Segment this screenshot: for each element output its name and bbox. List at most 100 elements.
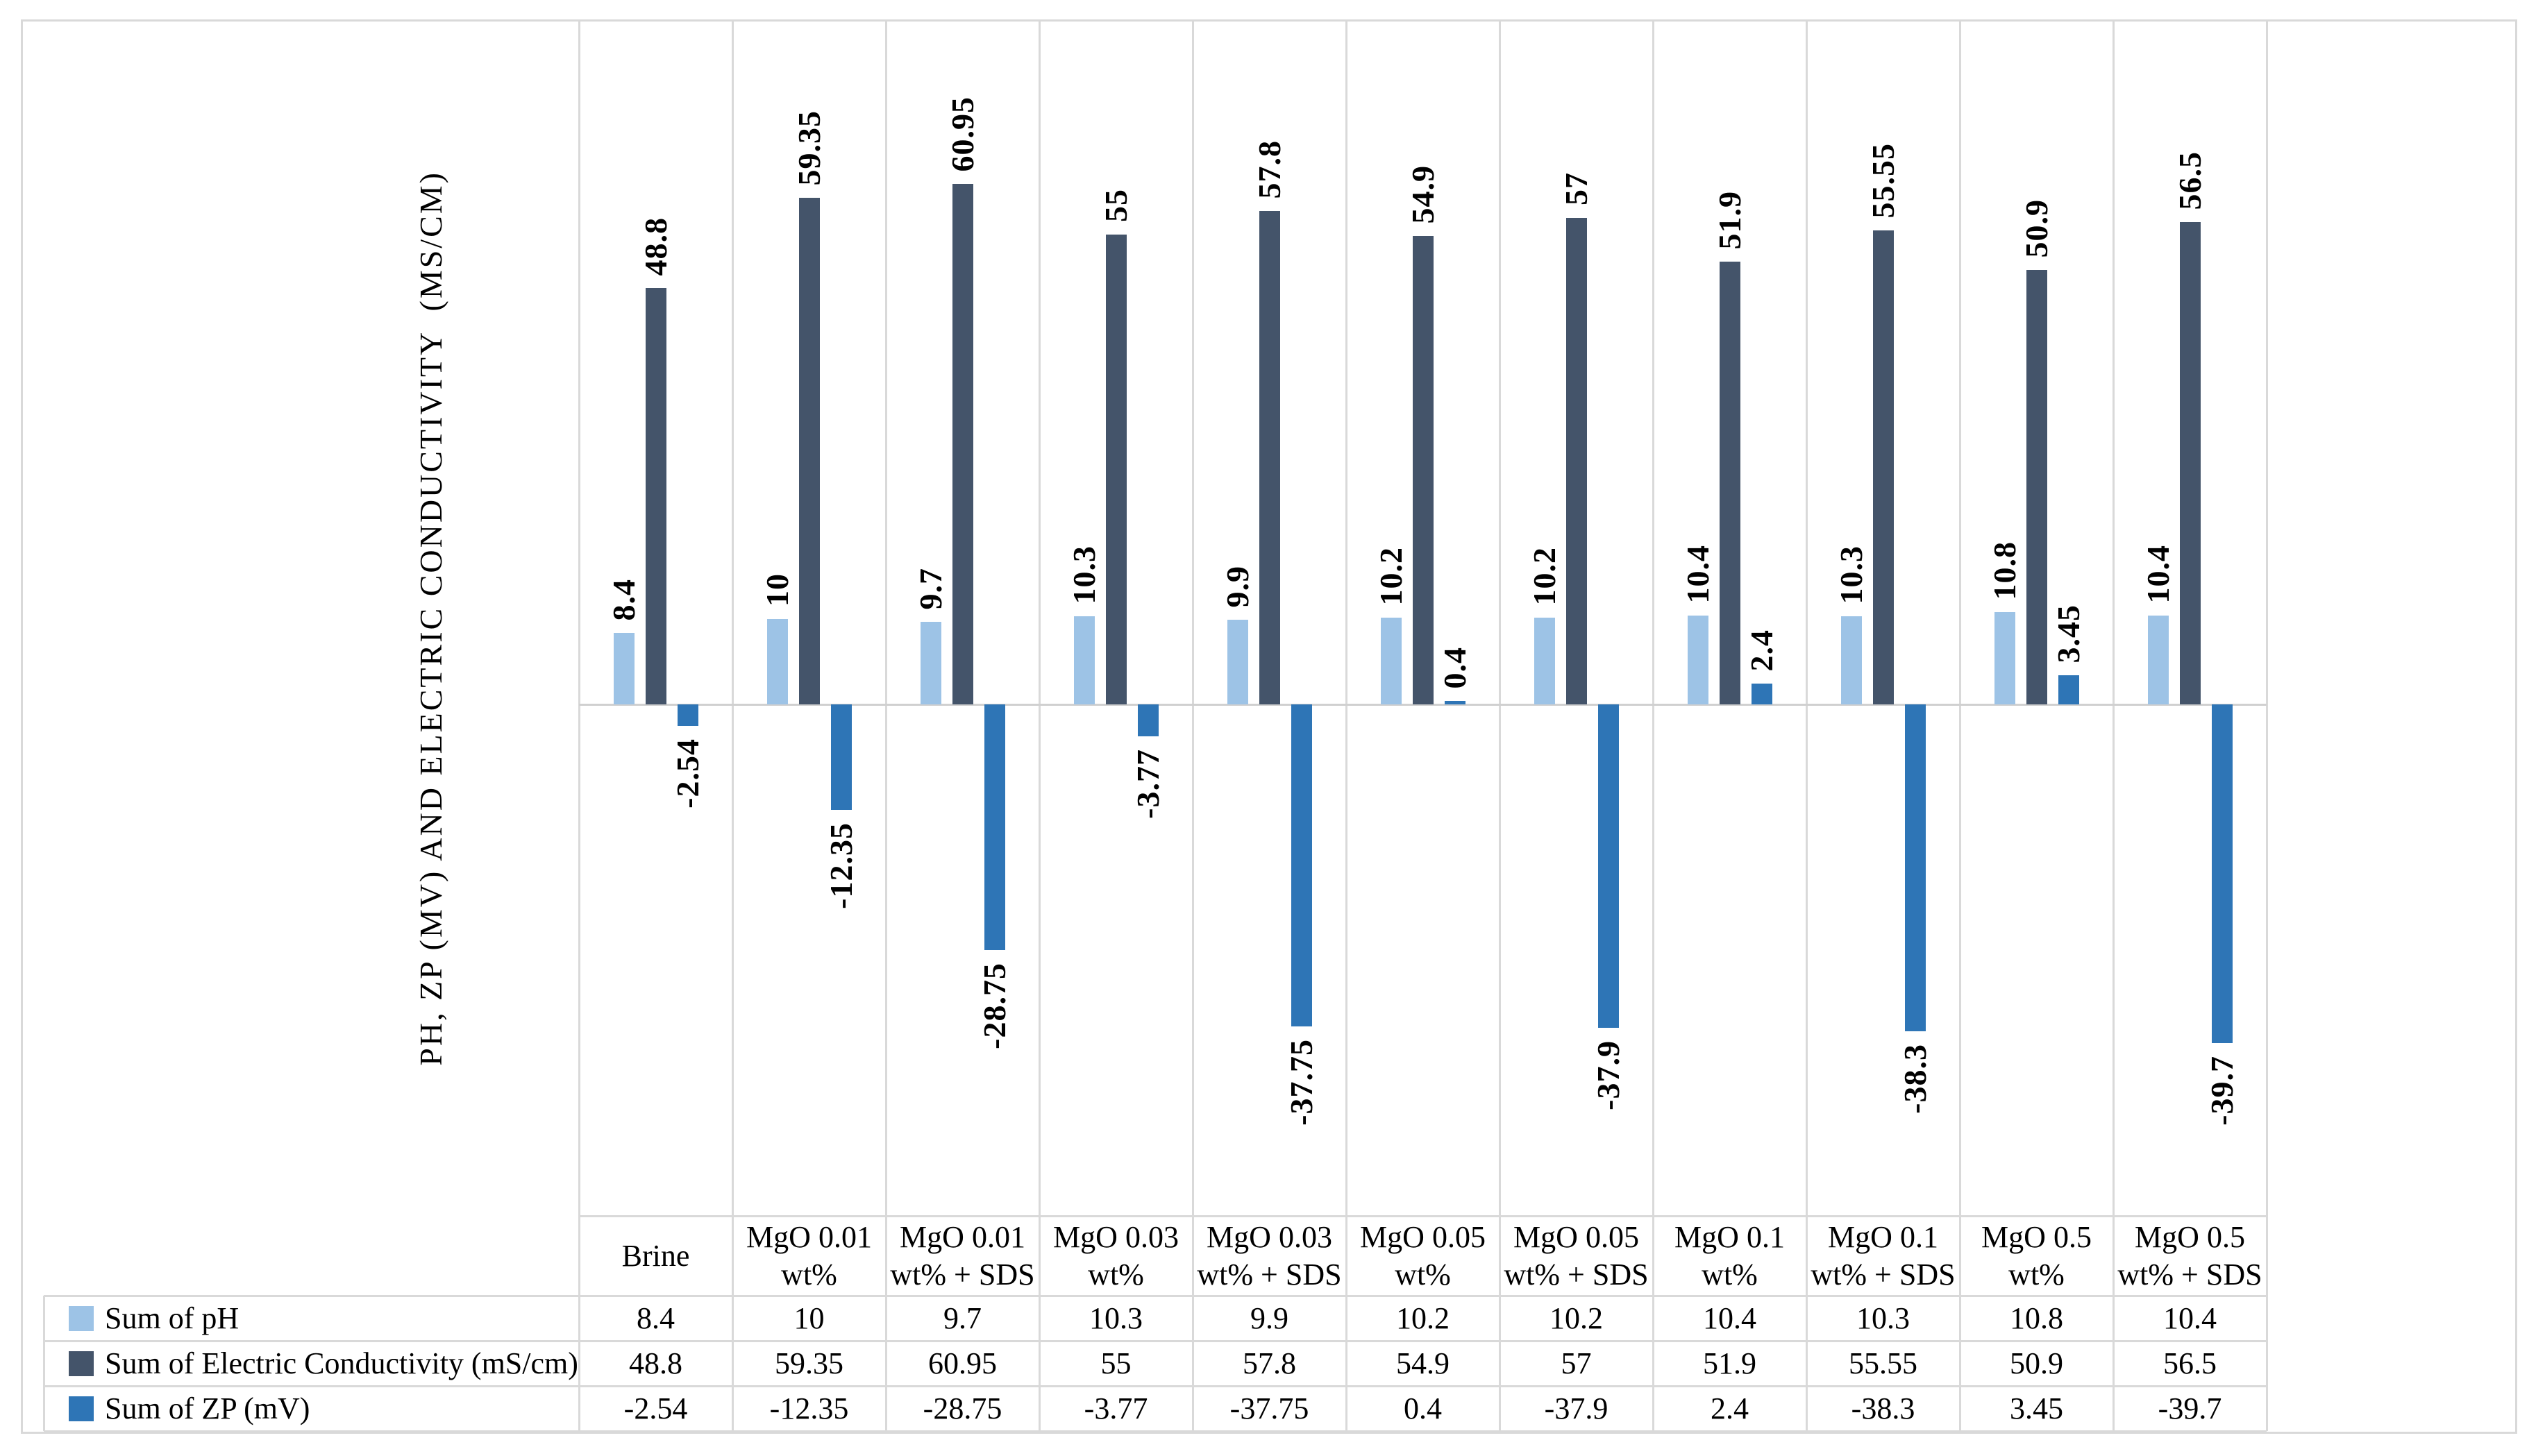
table-value-cell: 10.3 bbox=[1856, 1301, 1910, 1335]
bar-zp bbox=[984, 704, 1005, 950]
bar-zp bbox=[2058, 675, 2079, 704]
category-header-cell: Brine bbox=[579, 1216, 732, 1296]
table-value-cell: 48.8 bbox=[629, 1346, 682, 1380]
bar-ec bbox=[1719, 262, 1740, 704]
legend-swatch bbox=[69, 1396, 94, 1421]
table-value-cell: 10.2 bbox=[1549, 1301, 1603, 1335]
figure-border-frame bbox=[21, 19, 2517, 1434]
bar-value-label: 10.2 bbox=[1526, 546, 1562, 606]
bar-value-label: -3.77 bbox=[1129, 749, 1166, 819]
bar-ph bbox=[1687, 616, 1708, 704]
bar-ec bbox=[798, 198, 820, 704]
bar-ph bbox=[920, 622, 941, 704]
bar-value-label: 10.8 bbox=[1986, 541, 2022, 600]
column-separator-line bbox=[1652, 21, 1654, 1431]
bar-value-label: 3.45 bbox=[2050, 604, 2086, 663]
table-value-cell: -3.77 bbox=[1084, 1391, 1148, 1425]
bar-value-label: 55 bbox=[1098, 189, 1134, 222]
bar-ph bbox=[766, 619, 788, 704]
bar-ec bbox=[952, 184, 973, 704]
series-name-label: Sum of pH bbox=[105, 1301, 240, 1335]
table-value-cell: -37.75 bbox=[1229, 1391, 1309, 1425]
table-value-cell: 54.9 bbox=[1396, 1346, 1450, 1380]
table-value-cell: 56.5 bbox=[2163, 1346, 2217, 1380]
table-value-cell: 50.9 bbox=[2010, 1346, 2063, 1380]
category-header-line: MgO 0.01 bbox=[746, 1219, 872, 1254]
table-value-cell: -37.9 bbox=[1544, 1391, 1609, 1425]
bar-value-label: -2.54 bbox=[669, 738, 705, 809]
table-value-cell: 10.3 bbox=[1089, 1301, 1143, 1335]
category-header-cell: MgO 0.1 wt% + SDS bbox=[1806, 1216, 1960, 1296]
category-header-cell: MgO 0.05 wt% bbox=[1346, 1216, 1500, 1296]
bar-ec bbox=[1259, 211, 1280, 704]
bar-value-label: 10.3 bbox=[1066, 545, 1102, 604]
table-value-cell: 8.4 bbox=[637, 1301, 675, 1335]
bar-value-label: -37.75 bbox=[1283, 1039, 1319, 1126]
category-header-cell: MgO 0.03 wt% bbox=[1039, 1216, 1193, 1296]
table-value-cell: 55 bbox=[1100, 1346, 1132, 1380]
table-value-cell: -28.75 bbox=[923, 1391, 1002, 1425]
category-header-line: wt% + SDS bbox=[890, 1257, 1035, 1292]
bar-ec bbox=[1872, 230, 1894, 704]
y-axis-title: PH, ZP (MV) AND ELECTRIC CONDUCTIVITY (M… bbox=[412, 171, 448, 1066]
table-value-cell: 59.35 bbox=[775, 1346, 843, 1380]
bar-zp bbox=[830, 704, 852, 810]
bar-value-label: 60.95 bbox=[944, 96, 980, 172]
category-header-line: MgO 0.1 bbox=[1828, 1219, 1938, 1254]
category-header-line: wt% + SDS bbox=[1197, 1257, 1342, 1292]
bar-ph bbox=[1227, 620, 1248, 704]
category-header-line: MgO 0.05 bbox=[1360, 1219, 1486, 1254]
category-header-line: MgO 0.01 bbox=[900, 1219, 1025, 1254]
bar-value-label: 10 bbox=[759, 573, 795, 607]
table-value-cell: 10.4 bbox=[2163, 1301, 2217, 1335]
bar-value-label: -39.7 bbox=[2203, 1056, 2240, 1126]
bar-value-label: 10.4 bbox=[2140, 544, 2176, 604]
table-value-cell: -38.3 bbox=[1851, 1391, 1915, 1425]
table-value-cell: 51.9 bbox=[1703, 1346, 1756, 1380]
category-header-line: MgO 0.03 bbox=[1207, 1219, 1332, 1254]
table-value-cell: 60.95 bbox=[928, 1346, 997, 1380]
table-value-cell: 3.45 bbox=[2010, 1391, 2063, 1425]
bar-value-label: 8.4 bbox=[605, 578, 641, 621]
bar-value-label: 55.55 bbox=[1865, 142, 1901, 219]
category-header-line: wt% bbox=[781, 1257, 837, 1292]
category-header-line: Brine bbox=[621, 1238, 690, 1273]
bar-value-label: 48.8 bbox=[637, 217, 673, 276]
table-value-cell: 57 bbox=[1561, 1346, 1592, 1380]
y-axis-title-box: PH, ZP (MV) AND ELECTRIC CONDUCTIVITY (M… bbox=[368, 21, 493, 1216]
category-header-line: MgO 0.5 bbox=[1981, 1219, 2092, 1254]
table-value-cell: 10.8 bbox=[2010, 1301, 2063, 1335]
table-value-cell: -2.54 bbox=[623, 1391, 688, 1425]
bar-zp bbox=[1597, 704, 1619, 1028]
table-value-cell: 10 bbox=[793, 1301, 825, 1335]
category-header-line: MgO 0.03 bbox=[1053, 1219, 1179, 1254]
bar-value-label: -12.35 bbox=[823, 822, 859, 909]
category-header-line: wt% + SDS bbox=[2117, 1257, 2262, 1292]
column-separator-line bbox=[1192, 21, 1194, 1431]
category-header-cell: MgO 0.5 wt% bbox=[1960, 1216, 2113, 1296]
category-header-line: wt% bbox=[2008, 1257, 2065, 1292]
category-header-cell: MgO 0.5 wt% + SDS bbox=[2113, 1216, 2267, 1296]
table-row-line bbox=[44, 1430, 2267, 1432]
bar-ec bbox=[2179, 222, 2201, 704]
table-value-cell: 2.4 bbox=[1711, 1391, 1749, 1425]
column-separator-line bbox=[1345, 21, 1347, 1431]
bar-ph bbox=[1073, 616, 1095, 704]
bar-zp bbox=[2211, 704, 2233, 1043]
category-header-cell: MgO 0.01 wt% bbox=[732, 1216, 886, 1296]
series-name-label: Sum of Electric Conductivity (mS/cm) bbox=[105, 1346, 578, 1380]
bar-ec bbox=[1565, 218, 1587, 704]
category-header-cell: MgO 0.1 wt% bbox=[1653, 1216, 1806, 1296]
bar-value-label: 10.3 bbox=[1833, 545, 1869, 604]
bar-value-label: -28.75 bbox=[976, 963, 1012, 1049]
bar-zp bbox=[1291, 704, 1312, 1026]
bar-value-label: 51.9 bbox=[1711, 190, 1747, 250]
bar-ph bbox=[2147, 616, 2169, 704]
bar-value-label: 50.9 bbox=[2018, 198, 2054, 258]
series-name-label: Sum of ZP (mV) bbox=[105, 1391, 310, 1425]
table-row-label: Sum of ZP (mV) bbox=[44, 1386, 579, 1431]
bar-value-label: 57.8 bbox=[1251, 139, 1287, 199]
bar-ec bbox=[645, 288, 666, 704]
bar-value-label: 54.9 bbox=[1404, 164, 1441, 224]
